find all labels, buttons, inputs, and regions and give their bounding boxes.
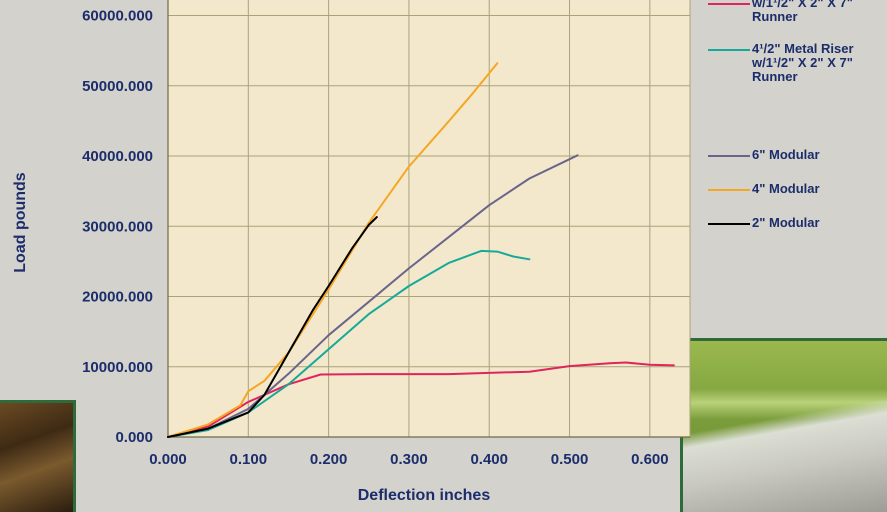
legend-swatch	[708, 3, 750, 5]
y-tick-label: 40000.000	[82, 148, 153, 165]
right-photo	[680, 338, 887, 512]
y-tick-label: 60000.000	[82, 8, 153, 25]
legend-label: w/1¹/2" X 2" X 7" Runner	[752, 0, 853, 24]
legend-swatch	[708, 189, 750, 191]
legend-swatch	[708, 49, 750, 51]
x-axis-ticks: 0.000 0.100 0.200 0.300 0.400 0.500 0.600	[149, 451, 668, 468]
y-tick-label: 10000.000	[82, 359, 153, 376]
y-tick-label: 50000.000	[82, 78, 153, 95]
x-tick-label: 0.100	[230, 451, 268, 468]
left-photo	[0, 400, 76, 512]
x-tick-label: 0.200	[310, 451, 348, 468]
legend-item: w/1¹/2" X 2" X 7" Runner	[708, 0, 853, 24]
legend-item: 2" Modular	[708, 216, 820, 230]
legend-swatch	[708, 155, 750, 157]
x-tick-label: 0.300	[390, 451, 428, 468]
series-line-4	[167, 216, 378, 438]
legend-item: 4" Modular	[708, 182, 820, 196]
y-axis-ticks: 0.000 10000.000 20000.000 30000.000 40000.00…	[82, 8, 153, 446]
legend-label: 2" Modular	[752, 215, 820, 230]
legend-item: 4¹/2" Metal Riser w/1¹/2" X 2" X 7" Runn…	[708, 42, 854, 84]
legend-label: 6" Modular	[752, 147, 820, 162]
series-line-0	[167, 361, 675, 438]
y-tick-label: 20000.000	[82, 289, 153, 306]
legend-item: 6" Modular	[708, 148, 820, 162]
x-tick-label: 0.400	[470, 451, 508, 468]
series-line-3	[167, 62, 499, 438]
y-tick-label: 0.000	[115, 429, 153, 446]
y-axis-title: Load pounds	[12, 172, 29, 273]
series-line-2	[167, 154, 579, 438]
plot-area	[167, 0, 691, 438]
y-tick-label: 30000.000	[82, 218, 153, 235]
legend-label: 4" Modular	[752, 181, 820, 196]
legend-swatch	[708, 223, 750, 225]
legend-label: 4¹/2" Metal Riser w/1¹/2" X 2" X 7" Runn…	[752, 41, 854, 84]
x-tick-label: 0.600	[631, 451, 669, 468]
series-lines	[167, 62, 675, 438]
grid	[167, 0, 691, 438]
x-tick-label: 0.000	[149, 451, 187, 468]
x-tick-label: 0.500	[551, 451, 589, 468]
x-axis-title: Deflection inches	[358, 487, 491, 504]
